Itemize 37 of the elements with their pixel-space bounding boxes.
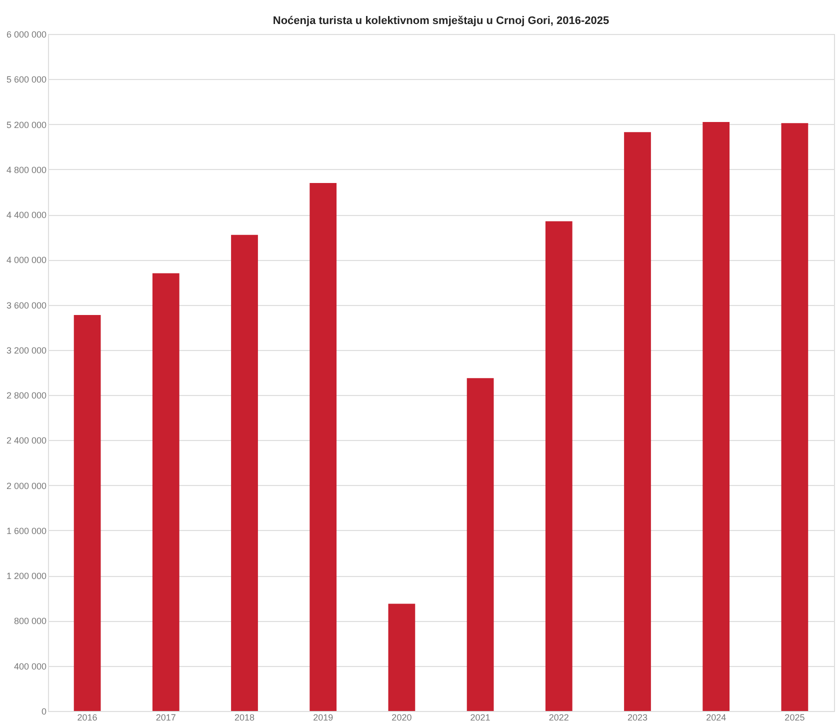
y-tick-label: 1 600 000 — [6, 526, 46, 536]
x-tick-label: 2025 — [784, 712, 805, 722]
x-tick-label: 2017 — [156, 712, 176, 722]
bar — [624, 132, 651, 711]
y-tick-label: 5 200 000 — [6, 120, 46, 130]
x-tick-label: 2020 — [392, 712, 412, 722]
bar — [466, 378, 494, 711]
x-tick-label: 2016 — [77, 712, 98, 722]
bar — [702, 122, 730, 711]
bar — [388, 604, 416, 711]
y-tick-label: 2 000 000 — [6, 480, 46, 491]
y-tick-label: 4 400 000 — [6, 210, 46, 220]
bar — [781, 123, 808, 711]
chart-title: Noćenja turista u kolektivnom smještaju u Crnoj Gori, 2016-2025 — [272, 15, 610, 27]
x-tick-label: 2023 — [627, 712, 648, 722]
x-tick-label: 2024 — [706, 712, 726, 722]
y-tick-label: 400 000 — [14, 661, 46, 672]
x-tick-label: 2019 — [313, 712, 334, 722]
bar — [231, 234, 258, 711]
x-tick-label: 2022 — [548, 712, 569, 722]
y-tick-label: 2 800 000 — [6, 390, 46, 401]
y-tick-label: 1 200 000 — [6, 571, 46, 582]
y-tick-label: 4 800 000 — [6, 164, 46, 175]
y-tick-label: 3 200 000 — [6, 345, 46, 356]
bar — [310, 182, 337, 711]
x-tick-label: 2021 — [470, 712, 490, 722]
y-tick-label: 4 000 000 — [6, 255, 46, 266]
y-tick-label: 6 000 000 — [6, 30, 46, 40]
x-tick-label: 2018 — [234, 712, 255, 722]
bar — [152, 273, 180, 711]
y-tick-label: 5 600 000 — [6, 74, 46, 85]
bar — [545, 221, 572, 711]
y-tick-label: 800 000 — [14, 616, 46, 626]
y-tick-label: 3 600 000 — [6, 300, 46, 310]
y-tick-label: 0 — [41, 706, 46, 716]
bar — [74, 314, 101, 711]
y-tick-label: 2 400 000 — [6, 436, 46, 446]
